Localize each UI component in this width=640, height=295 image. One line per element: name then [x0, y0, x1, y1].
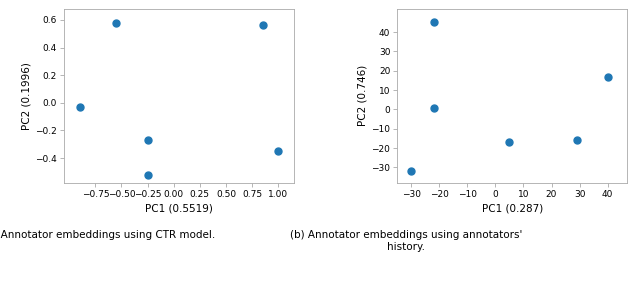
- Point: [143, 138, 153, 142]
- Text: (a) Annotator embeddings using CTR model.: (a) Annotator embeddings using CTR model…: [0, 230, 215, 240]
- Point: [111, 20, 122, 25]
- Point: [572, 138, 582, 143]
- Point: [74, 104, 84, 109]
- Point: [504, 140, 515, 145]
- X-axis label: PC1 (0.287): PC1 (0.287): [482, 203, 543, 213]
- Point: [273, 149, 284, 153]
- X-axis label: PC1 (0.5519): PC1 (0.5519): [145, 203, 213, 213]
- Y-axis label: PC2 (0.746): PC2 (0.746): [357, 65, 367, 127]
- Point: [429, 20, 439, 25]
- Point: [406, 169, 417, 174]
- Y-axis label: PC2 (0.1996): PC2 (0.1996): [21, 62, 31, 130]
- Text: (b) Annotator embeddings using annotators'
history.: (b) Annotator embeddings using annotator…: [290, 230, 523, 252]
- Point: [429, 106, 439, 111]
- Point: [143, 172, 153, 177]
- Point: [602, 74, 612, 79]
- Point: [257, 23, 268, 28]
